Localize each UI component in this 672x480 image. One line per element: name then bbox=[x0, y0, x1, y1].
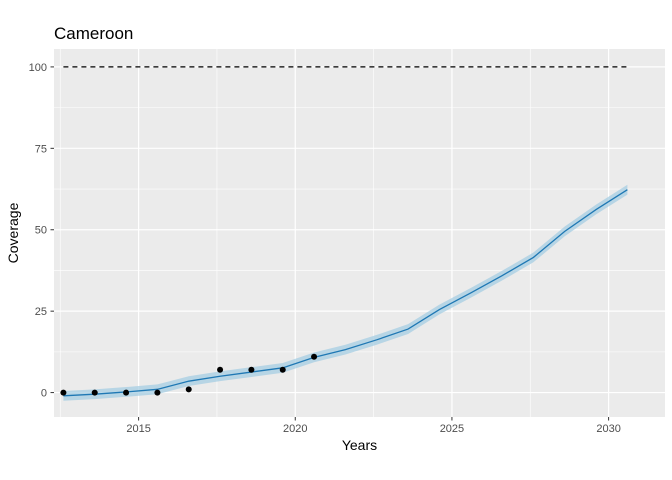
data-point bbox=[91, 389, 98, 396]
x-tick-label: 2015 bbox=[126, 423, 150, 435]
y-tick-label: 75 bbox=[35, 143, 47, 155]
data-point bbox=[279, 366, 286, 373]
x-tick-label: 2020 bbox=[283, 423, 307, 435]
x-axis: 2015 2020 2025 2030 bbox=[126, 417, 621, 435]
observed-points-layer bbox=[60, 353, 318, 396]
y-tick-label: 50 bbox=[35, 225, 47, 237]
fitted-line-layer bbox=[63, 189, 628, 397]
data-point bbox=[123, 389, 130, 396]
chart-title: Cameroon bbox=[54, 24, 133, 43]
data-point bbox=[154, 389, 161, 396]
data-point bbox=[311, 353, 318, 360]
data-point bbox=[185, 386, 192, 393]
y-axis: 0 25 50 75 100 bbox=[29, 62, 54, 400]
fitted-line bbox=[63, 189, 628, 397]
plot-panel bbox=[54, 49, 665, 417]
y-tick-label: 0 bbox=[41, 388, 47, 400]
x-axis-title: Years bbox=[342, 437, 377, 453]
data-point bbox=[248, 366, 255, 373]
minor-gridlines bbox=[54, 49, 665, 417]
x-tick-label: 2025 bbox=[440, 423, 464, 435]
y-axis-title: Coverage bbox=[5, 202, 21, 263]
y-tick-label: 100 bbox=[29, 62, 47, 74]
data-point bbox=[217, 366, 224, 373]
y-tick-label: 25 bbox=[35, 306, 47, 318]
data-point bbox=[60, 389, 67, 396]
x-tick-label: 2030 bbox=[596, 423, 620, 435]
